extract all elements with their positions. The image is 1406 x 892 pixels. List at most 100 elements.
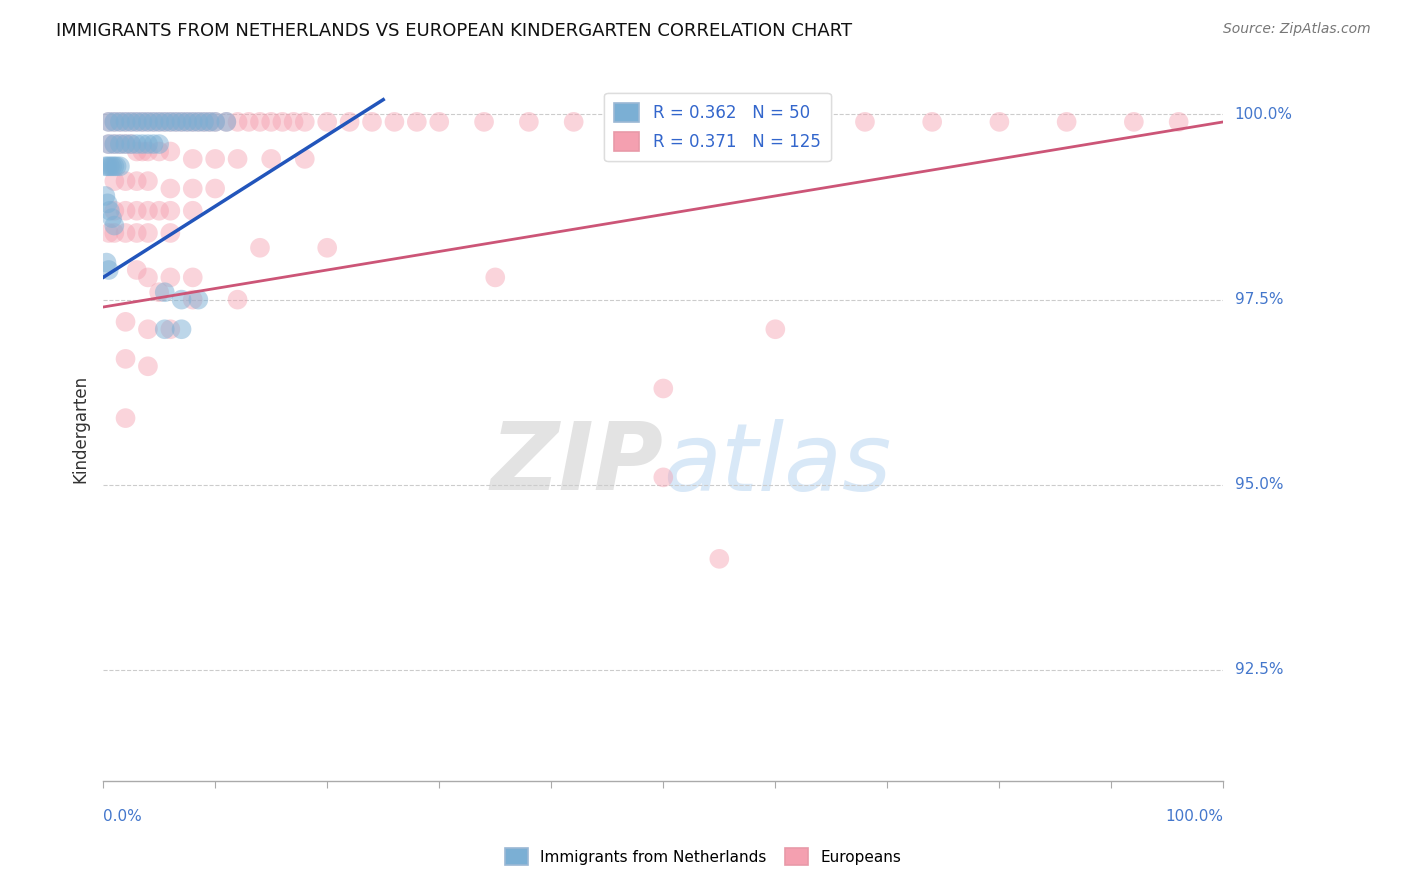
Point: [249, 241, 271, 255]
Point: [384, 115, 406, 129]
Point: [153, 115, 176, 129]
Point: [97, 115, 120, 129]
Point: [114, 351, 136, 366]
Point: [131, 115, 153, 129]
Point: [249, 115, 271, 129]
Point: [125, 263, 148, 277]
Point: [94, 159, 117, 173]
Point: [181, 181, 204, 195]
Text: 100.0%: 100.0%: [1234, 107, 1292, 122]
Point: [472, 115, 495, 129]
Text: ZIP: ZIP: [491, 418, 664, 510]
Point: [193, 115, 215, 129]
Point: [159, 115, 181, 129]
Point: [853, 115, 876, 129]
Point: [215, 115, 238, 129]
Point: [120, 137, 142, 152]
Point: [153, 285, 176, 300]
Point: [517, 115, 540, 129]
Point: [181, 152, 204, 166]
Point: [136, 115, 159, 129]
Point: [125, 137, 148, 152]
Point: [187, 293, 209, 307]
Point: [136, 145, 159, 159]
Point: [142, 137, 165, 152]
Point: [125, 115, 148, 129]
Point: [97, 115, 120, 129]
Point: [786, 115, 808, 129]
Point: [103, 115, 125, 129]
Point: [108, 159, 131, 173]
Point: [204, 181, 226, 195]
Point: [1056, 115, 1078, 129]
Point: [114, 203, 136, 218]
Point: [652, 470, 675, 484]
Point: [181, 115, 204, 129]
Point: [361, 115, 384, 129]
Point: [405, 115, 427, 129]
Point: [198, 115, 221, 129]
Point: [136, 226, 159, 240]
Point: [159, 145, 181, 159]
Text: Source: ZipAtlas.com: Source: ZipAtlas.com: [1223, 22, 1371, 37]
Point: [159, 203, 181, 218]
Point: [148, 285, 170, 300]
Point: [142, 115, 165, 129]
Y-axis label: Kindergarten: Kindergarten: [72, 376, 89, 483]
Point: [131, 115, 153, 129]
Point: [316, 241, 339, 255]
Point: [105, 159, 128, 173]
Point: [103, 137, 125, 152]
Legend: Immigrants from Netherlands, Europeans: Immigrants from Netherlands, Europeans: [499, 842, 907, 871]
Point: [271, 115, 294, 129]
Point: [97, 137, 120, 152]
Point: [709, 115, 731, 129]
Point: [427, 115, 450, 129]
Point: [136, 322, 159, 336]
Point: [114, 226, 136, 240]
Point: [204, 152, 226, 166]
Point: [114, 115, 136, 129]
Point: [204, 115, 226, 129]
Point: [114, 137, 136, 152]
Point: [101, 159, 124, 173]
Legend: R = 0.362   N = 50, R = 0.371   N = 125: R = 0.362 N = 50, R = 0.371 N = 125: [605, 93, 831, 161]
Point: [136, 270, 159, 285]
Point: [204, 115, 226, 129]
Point: [136, 115, 159, 129]
Point: [170, 322, 193, 336]
Point: [226, 293, 249, 307]
Point: [159, 181, 181, 195]
Point: [120, 115, 142, 129]
Point: [148, 115, 170, 129]
Point: [98, 159, 121, 173]
Point: [125, 226, 148, 240]
Point: [159, 270, 181, 285]
Point: [136, 174, 159, 188]
Point: [181, 115, 204, 129]
Point: [148, 203, 170, 218]
Point: [97, 226, 120, 240]
Point: [136, 137, 159, 152]
Point: [114, 115, 136, 129]
Text: 0.0%: 0.0%: [103, 809, 142, 824]
Point: [260, 115, 283, 129]
Point: [176, 115, 198, 129]
Point: [484, 270, 506, 285]
Point: [108, 115, 131, 129]
Point: [131, 137, 153, 152]
Point: [198, 115, 221, 129]
Point: [153, 322, 176, 336]
Point: [170, 293, 193, 307]
Point: [294, 152, 316, 166]
Point: [97, 196, 120, 211]
Text: atlas: atlas: [664, 419, 891, 510]
Point: [339, 115, 361, 129]
Text: 100.0%: 100.0%: [1166, 809, 1223, 824]
Point: [316, 115, 339, 129]
Point: [103, 203, 125, 218]
Point: [763, 322, 786, 336]
Point: [125, 145, 148, 159]
Point: [170, 115, 193, 129]
Point: [148, 145, 170, 159]
